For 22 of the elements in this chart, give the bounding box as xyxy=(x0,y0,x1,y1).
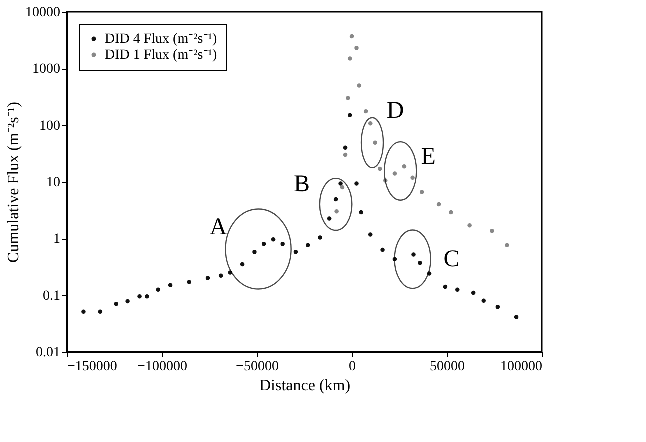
annotation: B xyxy=(294,172,310,198)
x-tick-label: 0 xyxy=(349,360,356,374)
x-tick-label: 50000 xyxy=(430,360,465,374)
y-tick-label: 1000 xyxy=(32,62,60,78)
legend-label: DID 4 Flux (m⁻²s⁻¹) xyxy=(105,32,218,47)
annotation: D xyxy=(386,98,404,124)
x-tick-label: −150000 xyxy=(68,360,118,374)
y-tick-label: 0.01 xyxy=(36,346,60,360)
annotation: A xyxy=(210,214,228,240)
x-tick-label: −50000 xyxy=(236,360,279,374)
annotation: C xyxy=(444,246,460,272)
y-tick-label: 0.1 xyxy=(43,288,60,304)
x-axis-title: Distance (km) xyxy=(259,378,351,394)
x-tick-label: −100000 xyxy=(138,360,188,374)
y-tick-label: 10000 xyxy=(26,6,60,20)
y-tick-label: 1 xyxy=(54,232,60,248)
y-tick-label: 10 xyxy=(46,176,60,190)
x-tick-label: 100000 xyxy=(500,360,542,374)
legend-label: DID 1 Flux (m⁻²s⁻¹) xyxy=(105,48,218,63)
y-tick-label: 100 xyxy=(40,118,60,134)
y-axis-title: Cumulative Flux (m⁻²s⁻¹) xyxy=(6,102,22,263)
annotation: E xyxy=(421,144,436,170)
